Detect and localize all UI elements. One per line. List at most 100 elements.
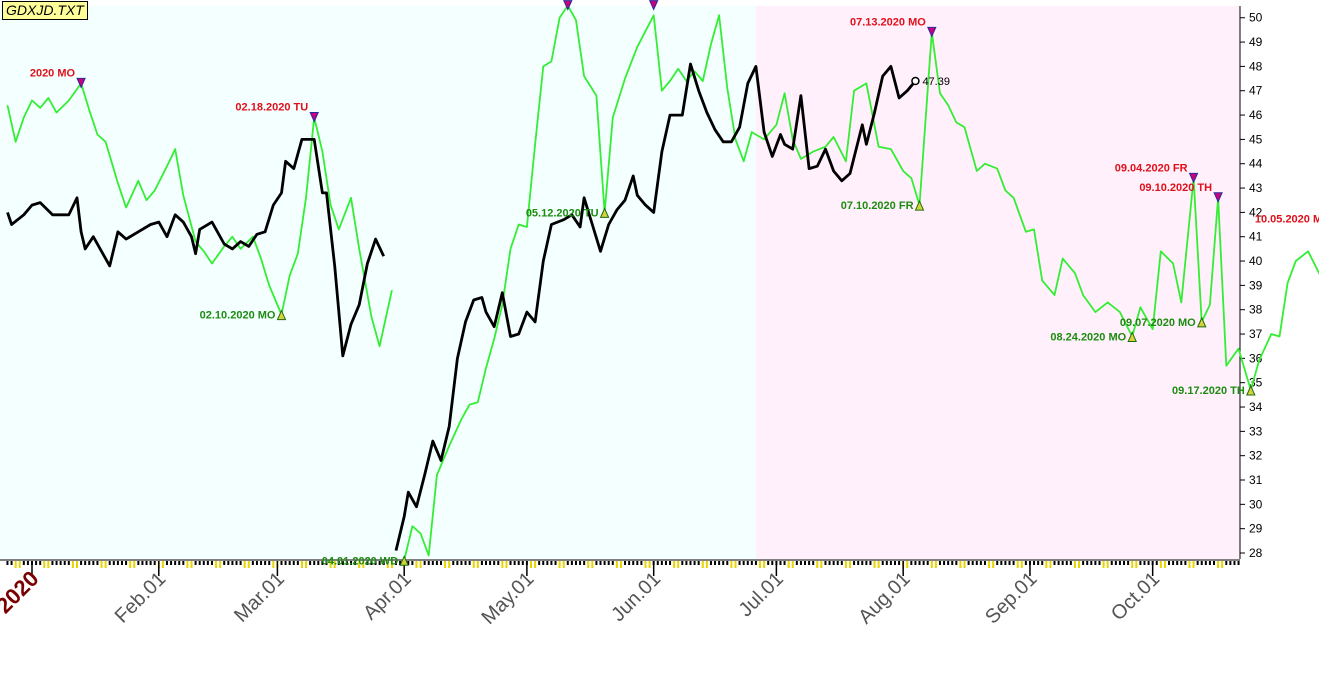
x-day-tick — [1213, 561, 1216, 565]
x-day-tick — [709, 561, 712, 565]
trough-label: 07.10.2020 FR — [841, 200, 914, 212]
x-day-tick — [959, 561, 962, 568]
x-day-tick — [210, 561, 213, 565]
peak-label: 05.05.2020 TU — [489, 0, 562, 2]
x-day-tick — [395, 561, 398, 565]
x-day-tick — [697, 561, 700, 565]
x-day-tick — [636, 561, 639, 565]
x-day-tick — [141, 561, 144, 565]
x-day-tick — [382, 561, 385, 565]
x-day-tick — [583, 561, 586, 565]
x-day-tick — [812, 561, 815, 565]
x-day-tick — [971, 561, 974, 565]
x-day-tick — [1155, 561, 1158, 565]
x-day-tick — [566, 561, 569, 565]
x-day-tick — [55, 561, 58, 565]
x-day-tick — [329, 561, 332, 568]
x-day-tick — [849, 561, 851, 568]
x-day-tick — [660, 561, 663, 565]
x-day-tick — [628, 561, 631, 565]
x-day-tick — [431, 561, 434, 565]
x-day-tick — [763, 561, 766, 568]
x-day-tick — [354, 561, 357, 565]
trough-label: 04.01.2020 WD — [322, 555, 398, 567]
x-day-tick — [640, 561, 643, 565]
x-day-tick — [779, 561, 782, 565]
x-day-tick — [1172, 561, 1175, 565]
x-day-tick — [542, 561, 545, 565]
x-day-tick — [1110, 561, 1113, 565]
x-day-tick — [1123, 561, 1126, 565]
plot-bg-forecast — [755, 6, 1240, 559]
x-day-tick — [808, 561, 811, 565]
x-day-tick — [239, 561, 242, 565]
x-day-tick — [296, 561, 299, 565]
x-tick-label: 2020 — [0, 566, 44, 618]
x-day-tick — [791, 561, 794, 568]
x-day-tick — [750, 561, 753, 565]
x-day-tick — [1196, 561, 1199, 565]
x-day-tick — [918, 561, 921, 565]
x-day-tick — [399, 561, 402, 565]
trough-marker — [276, 309, 287, 321]
x-day-tick — [370, 561, 373, 565]
x-day-tick — [341, 561, 344, 565]
x-day-tick — [427, 561, 430, 565]
x-day-tick — [6, 561, 9, 565]
x-day-tick — [857, 561, 860, 565]
x-day-tick — [47, 561, 50, 568]
x-day-tick — [476, 561, 479, 568]
y-tick-label: 31 — [1249, 473, 1263, 487]
x-day-tick — [914, 561, 917, 565]
x-day-tick — [415, 561, 418, 568]
y-tick-label: 44 — [1249, 157, 1263, 171]
x-day-tick — [828, 561, 831, 565]
x-day-tick — [885, 561, 888, 565]
x-day-tick — [505, 561, 508, 568]
y-tick-label: 33 — [1249, 424, 1263, 438]
x-day-tick — [440, 561, 442, 565]
x-day-tick — [235, 561, 238, 565]
x-day-tick — [1024, 561, 1027, 565]
x-day-tick — [39, 561, 42, 565]
x-day-tick — [562, 561, 565, 568]
x-day-tick — [452, 561, 455, 565]
x-day-tick — [1188, 561, 1191, 568]
x-day-tick — [783, 561, 786, 565]
x-day-tick — [468, 561, 471, 565]
x-day-tick — [284, 561, 287, 565]
x-tick-label: Apr.01 — [359, 568, 415, 624]
x-day-tick — [10, 561, 13, 565]
x-day-tick — [489, 561, 492, 565]
x-day-tick — [664, 561, 667, 565]
x-day-tick — [325, 561, 328, 565]
x-day-tick — [934, 561, 937, 568]
x-day-tick — [603, 561, 606, 565]
last-value-label: 47.39 — [922, 76, 950, 88]
x-day-tick — [108, 561, 111, 565]
x-day-tick — [202, 561, 205, 565]
x-day-tick — [738, 561, 741, 565]
x-day-tick — [1208, 561, 1211, 565]
x-day-tick — [889, 561, 892, 565]
x-day-tick — [771, 561, 774, 565]
forecast-series-line — [403, 4, 1319, 561]
x-day-tick — [1004, 561, 1007, 565]
x-day-tick — [1114, 561, 1117, 565]
x-day-tick — [206, 561, 209, 565]
x-day-tick — [558, 561, 561, 568]
price-series-line — [6, 137, 385, 358]
x-day-tick — [264, 561, 267, 565]
x-day-tick — [701, 561, 704, 568]
x-day-tick — [390, 561, 393, 568]
y-tick-label: 29 — [1249, 522, 1263, 536]
annotation-markers: 2020 MO 02.18.2020 TU 02.10.2020 MO 04.01.2… — [30, 0, 1319, 567]
x-day-tick — [1020, 561, 1023, 568]
x-day-tick — [517, 561, 520, 565]
x-day-tick — [378, 561, 381, 565]
x-day-tick — [1073, 561, 1076, 568]
x-day-tick — [170, 561, 173, 565]
y-tick-label: 50 — [1249, 11, 1263, 25]
x-day-tick — [574, 561, 577, 565]
